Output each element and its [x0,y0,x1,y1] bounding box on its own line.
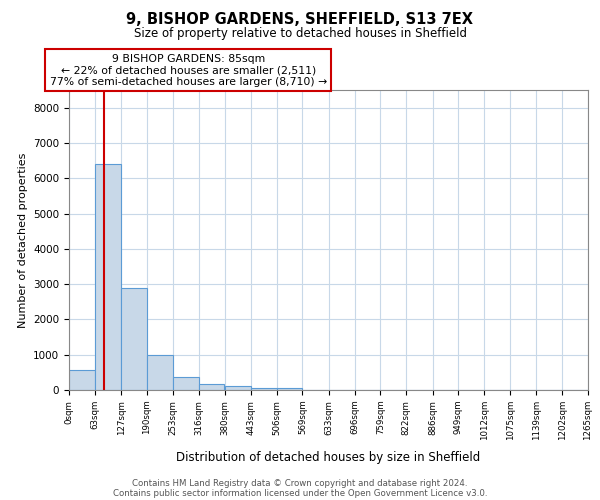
Bar [95,164,121,390]
Bar [277,388,302,390]
Bar [69,370,95,390]
Text: 9 BISHOP GARDENS: 85sqm
← 22% of detached houses are smaller (2,511)
77% of semi: 9 BISHOP GARDENS: 85sqm ← 22% of detache… [50,54,327,87]
Bar [225,386,251,390]
Y-axis label: Number of detached properties: Number of detached properties [17,152,28,328]
Text: Contains HM Land Registry data © Crown copyright and database right 2024.: Contains HM Land Registry data © Crown c… [132,478,468,488]
Bar [147,354,173,390]
Bar [173,376,199,390]
Bar [121,288,147,390]
Text: 9, BISHOP GARDENS, SHEFFIELD, S13 7EX: 9, BISHOP GARDENS, SHEFFIELD, S13 7EX [127,12,473,28]
Text: Contains public sector information licensed under the Open Government Licence v3: Contains public sector information licen… [113,488,487,498]
Bar [199,384,224,390]
Bar [251,388,277,390]
X-axis label: Distribution of detached houses by size in Sheffield: Distribution of detached houses by size … [176,451,481,464]
Text: Size of property relative to detached houses in Sheffield: Size of property relative to detached ho… [133,28,467,40]
